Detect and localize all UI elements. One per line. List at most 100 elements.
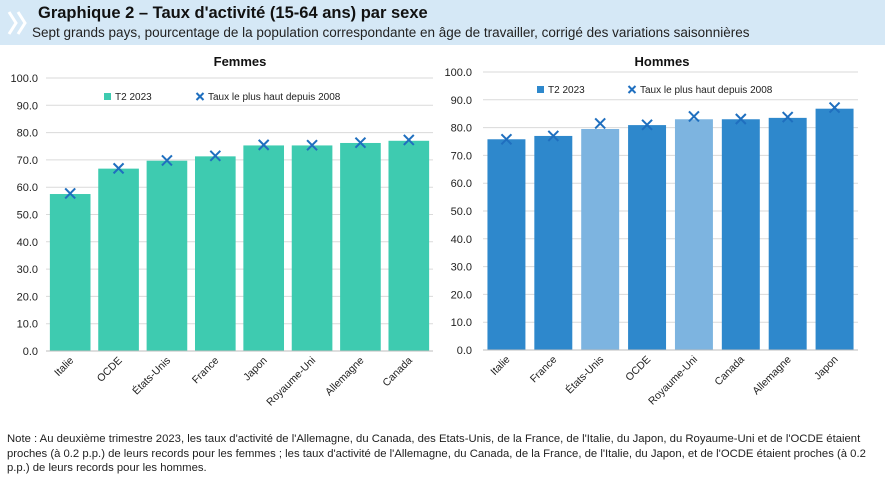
x-tick-label: Japon xyxy=(241,355,270,384)
x-tick-label: Japon xyxy=(812,354,841,383)
bar xyxy=(487,139,526,350)
x-tick-label: États-Unis xyxy=(130,354,173,397)
y-tick-label: 30.0 xyxy=(17,264,38,276)
x-tick-label: États-Unis xyxy=(563,353,606,396)
marker-stroke xyxy=(781,111,794,123)
y-tick-label: 90.0 xyxy=(17,100,38,112)
marker-stroke xyxy=(257,139,270,151)
page-subtitle: Sept grands pays, pourcentage de la popu… xyxy=(32,25,750,40)
marker-stroke xyxy=(500,133,513,145)
chart-title: Hommes xyxy=(635,54,690,69)
y-tick-label: 70.0 xyxy=(17,155,38,167)
legend-marker xyxy=(195,92,205,101)
marker-stroke xyxy=(688,110,700,123)
women-chart: Femmes 0.0 10.0 20.0 30.0 40.0 50.0 60.0 70.0 80.… xyxy=(10,54,433,409)
x-tick-label: OCDE xyxy=(95,355,125,385)
legend: T2 2023 Taux le plus haut depuis 2008 xyxy=(104,92,341,103)
marker-stroke xyxy=(354,136,367,149)
men-chart: Hommes 0.0 10.0 20.0 30.0 40.0 50.0 60.0 70.0 80.… xyxy=(444,54,858,408)
bar xyxy=(768,117,807,351)
marker-stroke xyxy=(735,113,747,125)
marker-stroke xyxy=(594,117,606,130)
y-tick-label: 60.0 xyxy=(17,182,38,194)
double-chevron-icon xyxy=(7,11,27,35)
y-tick-label: 90.0 xyxy=(451,95,472,107)
y-tick-label: 50.0 xyxy=(451,206,472,218)
bar xyxy=(98,168,139,351)
bar xyxy=(194,156,236,351)
marker-stroke xyxy=(64,187,76,200)
bar xyxy=(340,142,381,351)
y-tick-label: 10.0 xyxy=(451,317,472,329)
page-title: Graphique 2 – Taux d'activité (15-64 ans… xyxy=(38,4,428,22)
record-marker xyxy=(161,154,173,167)
legend-label: Taux le plus haut depuis 2008 xyxy=(208,92,341,103)
record-marker xyxy=(828,101,841,114)
record-marker xyxy=(257,139,270,151)
y-tick-label: 80.0 xyxy=(451,123,472,135)
record-marker xyxy=(547,130,560,142)
x-tick-label: Canada xyxy=(380,355,415,390)
x-tick-label: Canada xyxy=(712,354,747,389)
y-tick-label: 70.0 xyxy=(451,150,472,162)
record-marker xyxy=(594,117,606,130)
y-tick-label: 100.0 xyxy=(444,67,472,79)
legend-swatch xyxy=(537,86,544,93)
bar xyxy=(721,119,760,350)
legend-swatch xyxy=(104,93,111,100)
legend-label: T2 2023 xyxy=(548,85,585,96)
x-tick-label: Allemagne xyxy=(323,355,367,399)
record-marker xyxy=(306,139,318,151)
y-tick-label: 40.0 xyxy=(17,237,38,249)
x-tick-label: Royaume-Uni xyxy=(646,354,700,408)
bar xyxy=(581,128,620,350)
bar xyxy=(628,125,667,351)
marker-stroke xyxy=(641,119,653,131)
record-marker xyxy=(500,133,513,145)
y-tick-label: 0.0 xyxy=(23,346,38,358)
bar xyxy=(49,194,91,351)
y-tick-label: 20.0 xyxy=(451,289,472,301)
bar xyxy=(674,119,713,350)
record-marker xyxy=(641,119,653,131)
bar xyxy=(291,145,333,351)
y-tick-label: 100.0 xyxy=(10,73,38,85)
y-tick-label: 20.0 xyxy=(17,291,38,303)
record-marker xyxy=(688,110,700,123)
x-tick-label: Italie xyxy=(488,354,512,378)
x-tick-label: Royaume-Uni xyxy=(264,355,318,409)
record-marker xyxy=(403,134,415,146)
marker-stroke xyxy=(112,162,125,175)
legend-marker xyxy=(627,85,637,94)
x-tick-label: Allemagne xyxy=(750,354,794,398)
bar xyxy=(388,140,430,351)
legend-label: T2 2023 xyxy=(115,92,152,103)
x-tick-label: OCDE xyxy=(623,354,653,384)
marker-stroke xyxy=(161,154,173,167)
y-tick-label: 80.0 xyxy=(17,128,38,140)
chart-title: Femmes xyxy=(214,54,267,69)
y-tick-label: 60.0 xyxy=(451,178,472,190)
marker-stroke xyxy=(306,139,318,151)
y-tick-label: 40.0 xyxy=(451,234,472,246)
marker-stroke xyxy=(547,130,560,142)
y-tick-label: 10.0 xyxy=(17,319,38,331)
bar xyxy=(146,160,188,351)
x-tick-label: France xyxy=(190,355,222,387)
legend-label: Taux le plus haut depuis 2008 xyxy=(640,85,773,96)
record-marker xyxy=(209,150,222,162)
marker-stroke xyxy=(828,101,841,114)
y-tick-label: 50.0 xyxy=(17,210,38,222)
marker-stroke xyxy=(403,134,415,146)
bar xyxy=(815,108,854,350)
x-tick-label: Italie xyxy=(52,355,76,379)
record-marker xyxy=(781,111,794,123)
legend: T2 2023 Taux le plus haut depuis 2008 xyxy=(537,85,773,96)
bar xyxy=(534,135,573,350)
y-tick-label: 0.0 xyxy=(457,345,472,357)
bar xyxy=(243,145,285,351)
record-marker xyxy=(64,187,76,200)
y-tick-label: 30.0 xyxy=(451,262,472,274)
record-marker xyxy=(354,136,367,149)
record-marker xyxy=(735,113,747,125)
